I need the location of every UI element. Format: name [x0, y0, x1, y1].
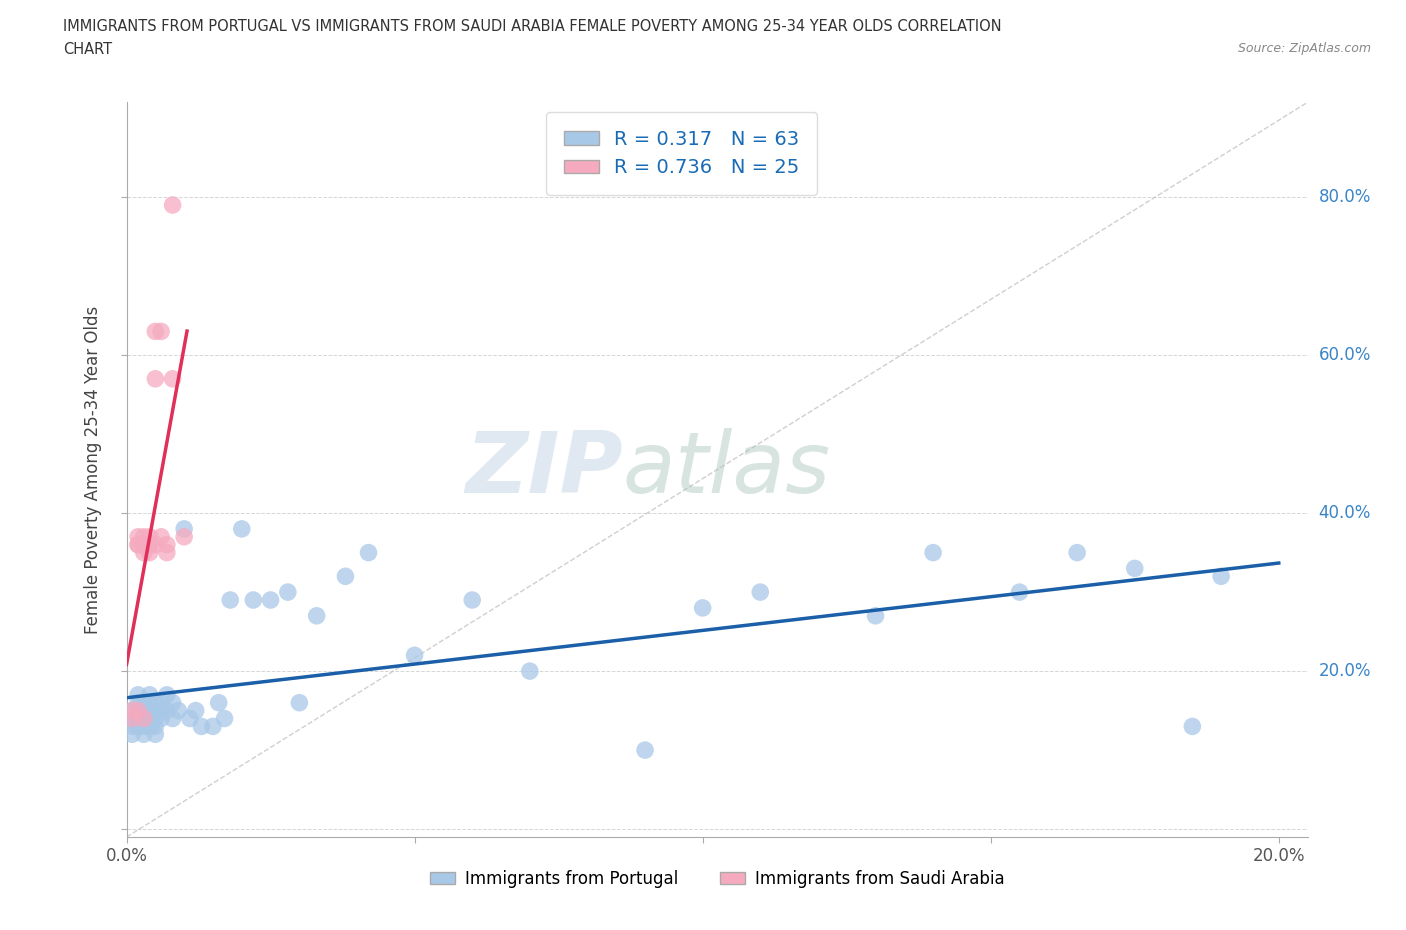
Legend: Immigrants from Portugal, Immigrants from Saudi Arabia: Immigrants from Portugal, Immigrants fro…	[423, 863, 1011, 895]
Point	[242, 592, 264, 607]
Point	[132, 696, 155, 711]
Point	[692, 601, 714, 616]
Point	[132, 711, 155, 726]
Point	[138, 703, 160, 718]
Point	[150, 711, 173, 726]
Point	[127, 703, 149, 718]
Point	[121, 727, 143, 742]
Point	[156, 703, 179, 718]
Point	[138, 719, 160, 734]
Point	[150, 696, 173, 711]
Point	[138, 545, 160, 560]
Text: Source: ZipAtlas.com: Source: ZipAtlas.com	[1237, 42, 1371, 55]
Text: 80.0%: 80.0%	[1319, 188, 1371, 206]
Point	[1181, 719, 1204, 734]
Point	[121, 719, 143, 734]
Point	[121, 711, 143, 726]
Point	[190, 719, 212, 734]
Point	[162, 711, 184, 726]
Point	[138, 538, 160, 552]
Point	[156, 687, 179, 702]
Point	[277, 585, 299, 600]
Point	[127, 687, 149, 702]
Point	[865, 608, 887, 623]
Point	[138, 538, 160, 552]
Point	[132, 703, 155, 718]
Point	[357, 545, 380, 560]
Point	[138, 696, 160, 711]
Text: IMMIGRANTS FROM PORTUGAL VS IMMIGRANTS FROM SAUDI ARABIA FEMALE POVERTY AMONG 25: IMMIGRANTS FROM PORTUGAL VS IMMIGRANTS F…	[63, 19, 1002, 33]
Point	[121, 703, 143, 718]
Point	[132, 545, 155, 560]
Point	[184, 703, 207, 718]
Text: CHART: CHART	[63, 42, 112, 57]
Point	[127, 703, 149, 718]
Point	[156, 538, 179, 552]
Point	[143, 703, 166, 718]
Point	[132, 727, 155, 742]
Point	[127, 711, 149, 726]
Point	[143, 719, 166, 734]
Point	[132, 719, 155, 734]
Point	[143, 711, 166, 726]
Point	[173, 522, 195, 537]
Point	[219, 592, 242, 607]
Point	[143, 371, 166, 386]
Point	[150, 324, 173, 339]
Point	[461, 592, 484, 607]
Point	[127, 696, 149, 711]
Point	[231, 522, 253, 537]
Point	[162, 371, 184, 386]
Point	[1123, 561, 1146, 576]
Point	[519, 664, 541, 679]
Point	[208, 696, 231, 711]
Point	[143, 696, 166, 711]
Point	[132, 703, 155, 718]
Point	[132, 711, 155, 726]
Point	[1211, 569, 1233, 584]
Point	[132, 529, 155, 544]
Point	[1008, 585, 1031, 600]
Point	[143, 324, 166, 339]
Point	[1066, 545, 1088, 560]
Point	[335, 569, 357, 584]
Point	[167, 703, 190, 718]
Point	[162, 696, 184, 711]
Point	[143, 538, 166, 552]
Point	[404, 648, 426, 663]
Point	[922, 545, 945, 560]
Point	[173, 529, 195, 544]
Point	[214, 711, 236, 726]
Point	[201, 719, 224, 734]
Point	[150, 703, 173, 718]
Point	[138, 687, 160, 702]
Point	[121, 711, 143, 726]
Y-axis label: Female Poverty Among 25-34 Year Olds: Female Poverty Among 25-34 Year Olds	[84, 306, 103, 633]
Point	[634, 743, 657, 758]
Point	[179, 711, 201, 726]
Text: 20.0%: 20.0%	[1319, 662, 1371, 680]
Text: ZIP: ZIP	[465, 428, 623, 512]
Point	[132, 538, 155, 552]
Point	[143, 727, 166, 742]
Point	[121, 703, 143, 718]
Point	[156, 545, 179, 560]
Point	[288, 696, 311, 711]
Point	[162, 197, 184, 212]
Point	[259, 592, 281, 607]
Point	[138, 529, 160, 544]
Text: 40.0%: 40.0%	[1319, 504, 1371, 522]
Point	[138, 711, 160, 726]
Point	[132, 711, 155, 726]
Point	[749, 585, 772, 600]
Point	[127, 719, 149, 734]
Point	[127, 538, 149, 552]
Point	[132, 538, 155, 552]
Point	[305, 608, 328, 623]
Point	[150, 529, 173, 544]
Point	[127, 538, 149, 552]
Text: atlas: atlas	[623, 428, 831, 512]
Text: 60.0%: 60.0%	[1319, 346, 1371, 365]
Point	[127, 529, 149, 544]
